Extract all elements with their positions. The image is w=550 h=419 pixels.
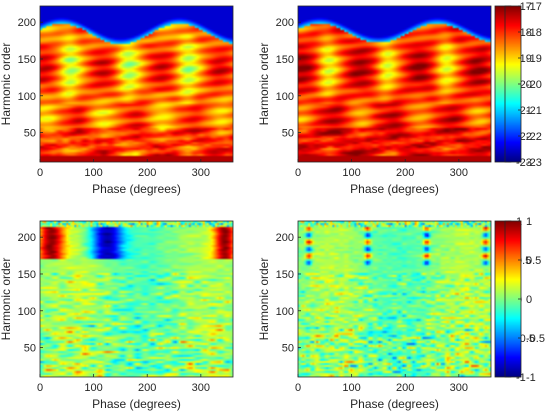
y-tick-label: 50	[282, 343, 294, 355]
colorbar-tick-label: 0	[526, 294, 532, 306]
y-tick-label: 150	[276, 54, 294, 66]
y-tick-label: 150	[276, 269, 294, 281]
chart-panel-bottom-right: 0 100 200 300 50 100 150 200 Phase (degrees) Harm…	[257, 216, 545, 411]
plot-frame	[39, 220, 234, 378]
colorbar: -17 -18 -19 -20 -21 -22 -23	[504, 1, 542, 169]
x-tick-label: 100	[84, 167, 102, 179]
y-tick-label: 50	[24, 343, 36, 355]
colorbar-tick-label: -1	[526, 372, 536, 384]
y-tick-label: 100	[276, 306, 294, 318]
y-axis-label: Harmonic order	[0, 43, 13, 126]
colorbar-gradient	[505, 221, 521, 377]
y-axis-label: Harmonic order	[257, 43, 271, 126]
colorbar-tick-label: 0.5	[526, 255, 541, 267]
x-tick-label: 100	[84, 382, 102, 394]
y-tick-label: 100	[18, 91, 36, 103]
heatmap-image	[298, 6, 491, 162]
x-tick-label: 0	[295, 167, 301, 179]
y-tick-label: 100	[276, 91, 294, 103]
x-tick-label: 100	[342, 382, 360, 394]
x-tick-label: 200	[138, 167, 156, 179]
x-tick-label: 300	[192, 167, 210, 179]
x-tick-label: 300	[450, 382, 468, 394]
colorbar-tick-label: -21	[526, 105, 542, 117]
colorbar-tick-label: -20	[526, 79, 542, 91]
colorbar-tick-label: -23	[526, 157, 542, 169]
plot-frame	[297, 5, 492, 163]
x-tick-label: 200	[396, 382, 414, 394]
x-axis-label: Phase (degrees)	[92, 397, 181, 411]
x-tick-label: 0	[37, 167, 43, 179]
colorbar-tick-label: -17	[526, 1, 542, 13]
plot-frame	[297, 220, 492, 378]
chart-panel-top-left: 0 100 200 300 50 100 150 200 Phase (degrees) Harm…	[0, 1, 532, 196]
y-tick-label: 150	[18, 269, 36, 281]
heatmap-image	[40, 221, 233, 377]
x-axis-label: Phase (degrees)	[350, 397, 439, 411]
colorbar-tick-label: -18	[526, 27, 542, 39]
x-axis-label: Phase (degrees)	[350, 182, 439, 196]
y-tick-label: 200	[276, 232, 294, 244]
colorbar-tick-label: 1	[526, 216, 532, 228]
y-tick-label: 150	[18, 54, 36, 66]
colorbar-tick-label: -0.5	[526, 333, 545, 345]
plot-frame	[39, 5, 234, 163]
y-tick-label: 200	[18, 17, 36, 29]
x-tick-label: 0	[295, 382, 301, 394]
x-tick-label: 0	[37, 382, 43, 394]
x-tick-label: 100	[342, 167, 360, 179]
colorbar-tick-label: -22	[526, 131, 542, 143]
y-axis-label: Harmonic order	[257, 258, 271, 341]
colorbar: 1 0.5 0 -0.5 -1	[504, 216, 545, 384]
y-axis-label: Harmonic order	[0, 258, 13, 341]
colorbar-gradient	[505, 6, 521, 162]
y-tick-label: 50	[282, 128, 294, 140]
colorbar-tick-label: -19	[526, 53, 542, 65]
x-tick-label: 300	[192, 382, 210, 394]
chart-panel-top-right: 0 100 200 300 50 100 150 200 Phase (degrees) Harm…	[257, 1, 542, 196]
colorbar-tick-label: -1	[516, 372, 526, 384]
y-tick-label: 200	[276, 17, 294, 29]
y-tick-label: 200	[18, 232, 36, 244]
y-tick-label: 50	[24, 128, 36, 140]
heatmap-image	[40, 6, 233, 162]
x-tick-label: 300	[450, 167, 468, 179]
y-tick-label: 100	[18, 306, 36, 318]
x-tick-label: 200	[138, 382, 156, 394]
x-tick-label: 200	[396, 167, 414, 179]
heatmap-image	[298, 221, 491, 377]
x-axis-label: Phase (degrees)	[92, 182, 181, 196]
